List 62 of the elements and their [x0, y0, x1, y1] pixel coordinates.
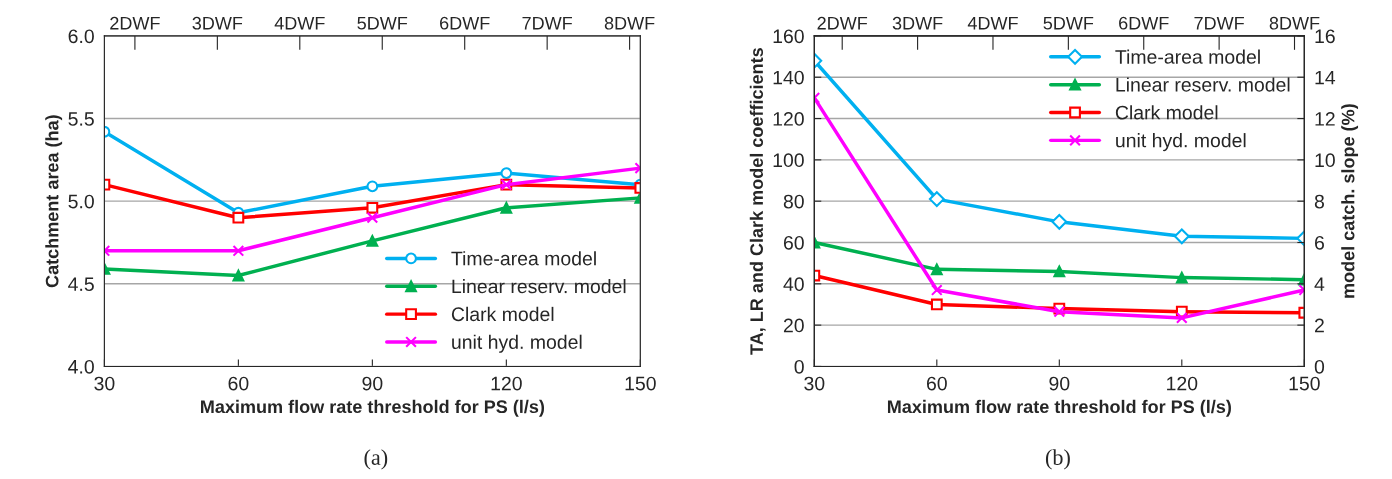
text: (b) — [1045, 449, 1070, 470]
y-tick-label: 120 — [773, 112, 804, 126]
y-tick-label: 160 — [773, 29, 804, 44]
x2-tick-label: 5DWF — [357, 16, 408, 30]
y2-tick-label: 14 — [1315, 70, 1336, 85]
y-tick-label: 60 — [783, 235, 804, 250]
y2-axis-title: model catch. slope (%) — [1341, 104, 1359, 298]
x2-tick-label: 3DWF — [192, 16, 243, 30]
text: (a) — [364, 449, 388, 470]
y-tick-label: 80 — [783, 194, 804, 209]
x-axis-title: Maximum flow rate threshold for PS (l/s) — [887, 399, 1231, 417]
legend-label: Clark model — [1115, 105, 1218, 120]
y2-tick-label: 10 — [1315, 153, 1335, 168]
x-tick-label: 90 — [362, 376, 383, 391]
y-tick-label: 6.0 — [68, 29, 94, 44]
x-tick-label: 150 — [1289, 376, 1320, 391]
y-tick-label: 5.5 — [68, 112, 94, 126]
y-tick-label: 4.0 — [68, 359, 94, 374]
x2-tick-label: 5DWF — [1043, 16, 1094, 30]
legend-label: unit hyd. model — [452, 334, 582, 353]
y-tick-label: 5.0 — [68, 194, 94, 209]
y2-tick-label: 2 — [1315, 318, 1324, 333]
x2-tick-label: 2DWF — [110, 16, 160, 30]
legend-label: Time-area model — [451, 251, 596, 266]
x2-tick-label: 8DWF — [1269, 16, 1320, 30]
x-tick-label: 90 — [1049, 376, 1070, 391]
y2-tick-label: 12 — [1315, 112, 1335, 126]
y2-tick-label: 8 — [1314, 194, 1324, 209]
legend-label: Clark model — [451, 306, 554, 322]
legend-label: unit hyd. model — [1116, 133, 1246, 152]
y-tick-label: 100 — [773, 153, 804, 168]
y-tick-label: 140 — [773, 70, 804, 85]
x2-tick-label: 2DWF — [817, 16, 868, 30]
x-tick-label: 60 — [926, 376, 947, 391]
x2-tick-label: 7DWF — [1194, 16, 1244, 30]
y-axis-title: TA, LR and Clark model coefficients — [749, 48, 766, 355]
x2-tick-label: 7DWF — [522, 16, 573, 30]
x-tick-label: 150 — [625, 376, 656, 391]
x-tick-label: 30 — [94, 376, 115, 391]
y2-tick-label: 6 — [1315, 235, 1324, 250]
legend-label: Linear reserv. model — [1116, 77, 1290, 92]
y-axis-title: Catchment area (ha) — [45, 115, 63, 288]
x2-tick-label: 4DWF — [967, 16, 1018, 30]
x-tick-label: 120 — [1167, 376, 1198, 391]
x2-tick-label: 6DWF — [1119, 16, 1169, 30]
x2-tick-label: 4DWF — [274, 16, 325, 30]
y2-tick-label: 16 — [1315, 29, 1335, 44]
legend-label: Linear reserv. model — [452, 279, 626, 294]
x-tick-label: 30 — [804, 376, 825, 391]
legend-label: Time-area model — [1115, 49, 1260, 64]
y2-tick-label: 4 — [1314, 277, 1325, 291]
y-tick-label: 0 — [794, 359, 804, 374]
y2-tick-label: 0 — [1314, 359, 1325, 374]
x-tick-label: 120 — [491, 376, 522, 391]
y-tick-label: 20 — [783, 318, 804, 333]
x2-tick-label: 8DWF — [604, 16, 655, 30]
y-tick-label: 40 — [783, 277, 804, 292]
y-tick-label: 4.5 — [68, 277, 94, 292]
x2-tick-label: 6DWF — [440, 16, 490, 30]
x-axis-title: Maximum flow rate threshold for PS (l/s) — [201, 399, 545, 417]
x2-tick-label: 3DWF — [892, 16, 943, 30]
x-tick-label: 60 — [228, 376, 249, 391]
